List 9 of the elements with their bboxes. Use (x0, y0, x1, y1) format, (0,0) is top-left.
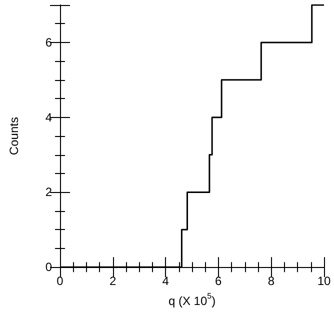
y-tick-label: 4 (45, 110, 52, 124)
y-tick-label: 2 (45, 185, 52, 200)
y-axis-title: Counts (7, 117, 21, 156)
x-tick-label: 2 (109, 274, 116, 288)
x-tick-label: 6 (215, 274, 222, 288)
x-tick-label: 8 (268, 274, 275, 288)
x-tick-label: 0 (56, 274, 64, 288)
x-tick-label: 4 (162, 274, 170, 288)
x-tick-label: 10 (317, 274, 331, 288)
